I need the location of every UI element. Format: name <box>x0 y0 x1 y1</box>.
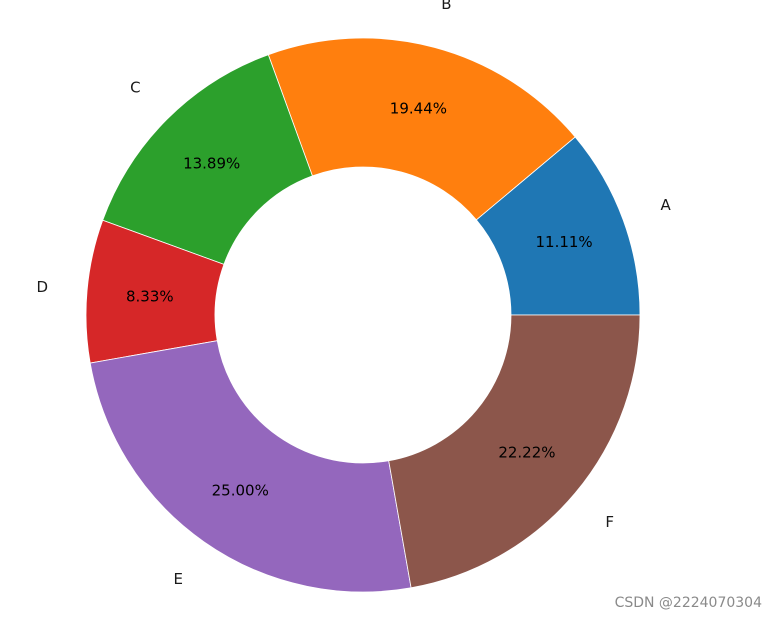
percent-label-d: 8.33% <box>126 287 174 305</box>
wedge-f <box>388 314 641 589</box>
percent-label-b: 19.44% <box>390 99 447 117</box>
percent-label-e: 25.00% <box>212 481 269 499</box>
category-label-f: F <box>605 513 614 531</box>
percent-label-group: 11.11% 19.44% 13.89% 8.33% 25.00% 22.22% <box>126 99 593 499</box>
category-label-e: E <box>174 570 183 588</box>
wedge-c <box>102 54 313 265</box>
wedge-b <box>267 37 576 221</box>
category-label-d: D <box>36 278 48 296</box>
watermark: CSDN @2224070304 <box>614 595 762 611</box>
percent-label-f: 22.22% <box>498 444 555 462</box>
category-label-c: C <box>130 78 140 96</box>
category-label-b: B <box>441 0 451 13</box>
percent-label-c: 13.89% <box>183 155 240 173</box>
wedge-group <box>85 37 641 593</box>
category-label-a: A <box>660 196 671 214</box>
category-label-group: A B C D E F <box>36 0 671 588</box>
wedge-e <box>89 340 412 593</box>
percent-label-a: 11.11% <box>535 233 592 251</box>
